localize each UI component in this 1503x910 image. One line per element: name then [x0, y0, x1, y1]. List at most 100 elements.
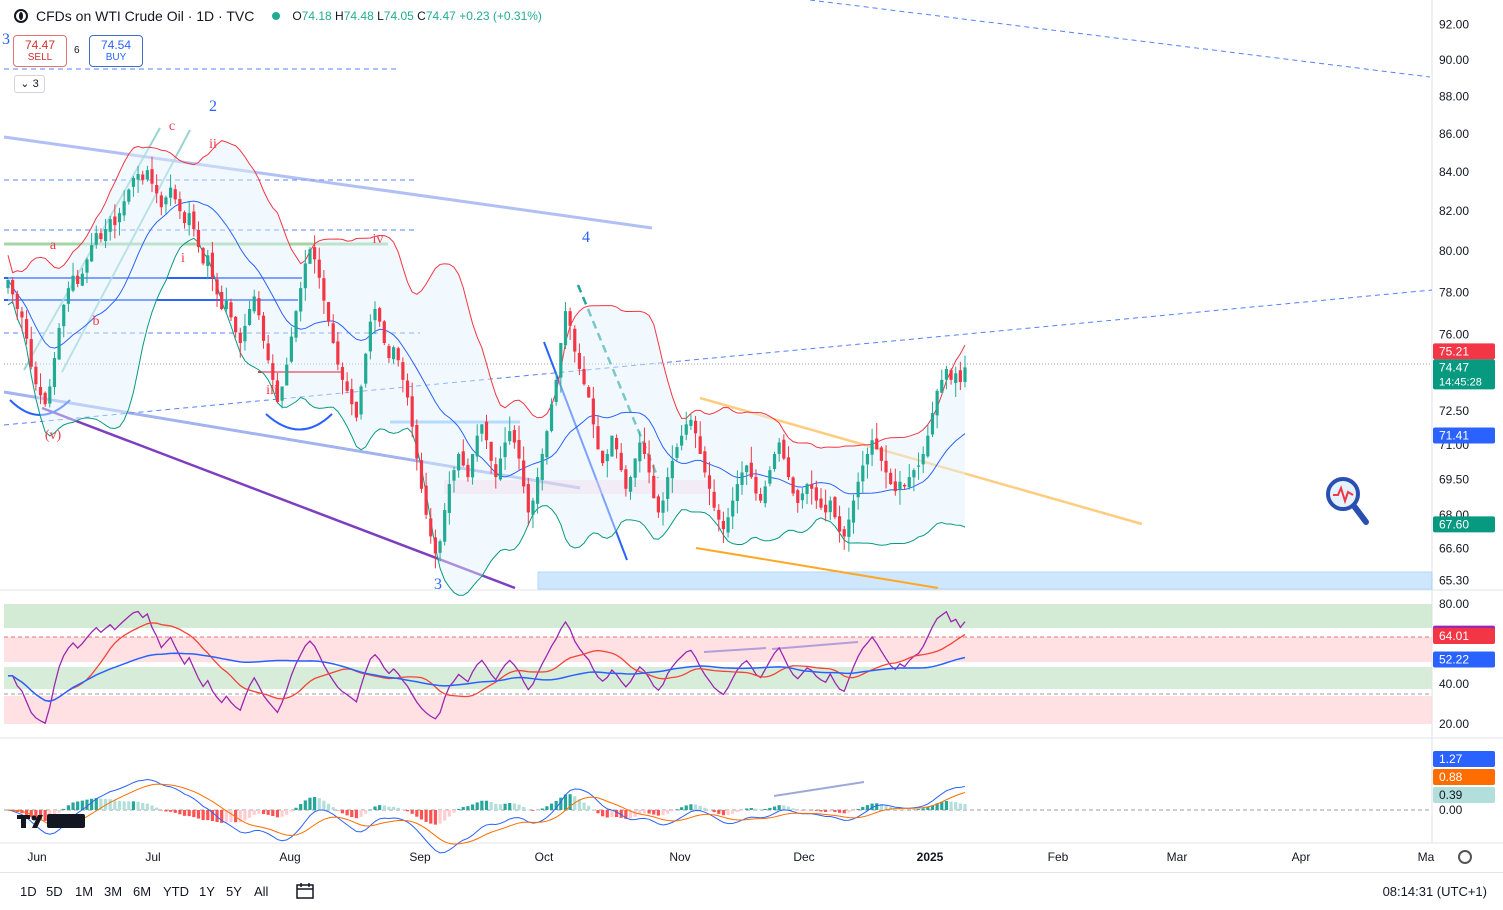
buy-button[interactable]: 74.54 BUY	[89, 35, 143, 67]
time-tick-label: Nov	[669, 850, 690, 864]
candlesticks[interactable]	[6, 156, 967, 569]
candle	[419, 452, 424, 493]
symbol-title[interactable]: CFDs on WTI Crude Oil · 1D · TVC	[36, 8, 255, 24]
macd-histogram-bar	[517, 804, 521, 810]
macd-histogram-bar	[675, 809, 679, 810]
drawings[interactable]	[3, 0, 1433, 797]
macd-pane	[6, 779, 967, 854]
wave-label: i	[181, 251, 185, 266]
time-axis[interactable]: Jun Jul Aug Sep Oct Nov Dec 2025 Feb Mar Apr Ma	[27, 850, 1434, 864]
macd-histogram-bar	[647, 810, 651, 814]
candle	[591, 386, 595, 439]
macd-histogram-bar	[224, 810, 228, 823]
candle	[851, 494, 856, 534]
candle	[517, 425, 521, 470]
macd-histogram-bar	[466, 806, 470, 810]
magnifier-heartbeat-icon[interactable]	[1326, 477, 1369, 525]
macd-histogram-bar	[220, 810, 224, 823]
candle-body	[266, 343, 270, 361]
candle	[345, 372, 349, 394]
candle	[475, 424, 479, 462]
macd-histogram-bar	[345, 810, 349, 816]
macd-histogram-bar	[749, 808, 753, 810]
candle-body	[331, 323, 335, 343]
candle	[522, 446, 526, 494]
candle	[461, 439, 465, 467]
candle-body	[34, 366, 38, 385]
candle	[38, 373, 43, 405]
sell-button[interactable]: 74.47 SELL	[13, 35, 67, 67]
macd-histogram-bar	[712, 810, 716, 813]
candle-body	[29, 339, 33, 367]
candle	[452, 466, 456, 493]
candle-body	[243, 325, 247, 342]
candle	[215, 272, 219, 308]
candle	[870, 428, 874, 467]
macd-histogram-bar	[313, 797, 317, 810]
timeframe-button-1m[interactable]: 1M	[75, 884, 94, 899]
candle	[707, 461, 712, 506]
candle	[494, 457, 498, 489]
timeframe-button-1d[interactable]: 1D	[20, 884, 37, 899]
macd-histogram-bar	[503, 803, 507, 810]
timeframe-button-1y[interactable]: 1Y	[199, 884, 215, 899]
macd-histogram-bar	[71, 802, 75, 810]
candle	[396, 346, 400, 367]
candle	[879, 445, 883, 472]
timeframe-button-ytd[interactable]: YTD	[163, 884, 189, 899]
candle-body	[38, 387, 43, 396]
tradingview-pro-logo[interactable]	[16, 812, 86, 830]
timeframe-button-5d[interactable]: 5D	[46, 884, 63, 899]
timeframe-button-5y[interactable]: 5Y	[226, 884, 242, 899]
spread-value: 6	[74, 45, 80, 56]
macd-histogram-bar	[308, 797, 312, 810]
clock-timezone[interactable]: 08:14:31 (UTC+1)	[1382, 884, 1487, 899]
timeframe-button-6m[interactable]: 6M	[133, 884, 152, 899]
candle	[647, 440, 651, 484]
candle-body	[703, 451, 707, 473]
candle-body	[466, 464, 470, 478]
candle	[819, 488, 823, 511]
candle-body	[168, 187, 173, 198]
candle-body	[577, 353, 582, 369]
candle	[531, 497, 535, 529]
price-axis[interactable]: 92.00 90.00 88.00 86.00 84.00 82.00 80.00 78.00…	[1439, 18, 1469, 817]
candle-body	[15, 293, 19, 310]
symbol-logo-icon	[14, 9, 28, 23]
timeframe-button-all[interactable]: All	[254, 884, 269, 899]
macd-histogram-bar	[433, 810, 437, 825]
timeframe-button-3m[interactable]: 3M	[104, 884, 123, 899]
candle	[192, 204, 196, 237]
settings-gear-icon[interactable]	[1458, 850, 1472, 864]
candle	[498, 446, 503, 481]
macd-histogram-bar	[52, 810, 57, 817]
candle-body	[20, 311, 24, 318]
macd-histogram-bar	[401, 809, 405, 810]
macd-histogram-bar	[670, 810, 674, 812]
macd-histogram-bar	[447, 810, 451, 817]
macd-histogram-bar	[294, 807, 298, 810]
candle-body	[424, 485, 428, 515]
candle-body	[6, 279, 10, 289]
candle-body	[90, 245, 94, 262]
macd-histogram-bar	[731, 810, 735, 814]
candle	[373, 301, 377, 335]
candle	[20, 306, 24, 331]
candle	[364, 352, 368, 388]
demand-zone[interactable]	[537, 571, 1433, 590]
macd-histogram-bar	[340, 810, 345, 814]
candle	[206, 249, 210, 280]
candle-body	[596, 426, 600, 450]
candle-body	[889, 472, 893, 485]
indicators-collapse-button[interactable]: ⌄ 3	[14, 75, 45, 93]
macd-histogram-bar	[601, 810, 605, 817]
candle-body	[926, 435, 930, 457]
macd-histogram-bar	[475, 802, 479, 810]
candle-body	[155, 184, 159, 194]
candle	[587, 385, 591, 398]
candle-body	[229, 302, 233, 318]
candle	[178, 191, 182, 220]
calendar-range-icon[interactable]	[296, 882, 314, 899]
candle-body	[340, 366, 345, 380]
